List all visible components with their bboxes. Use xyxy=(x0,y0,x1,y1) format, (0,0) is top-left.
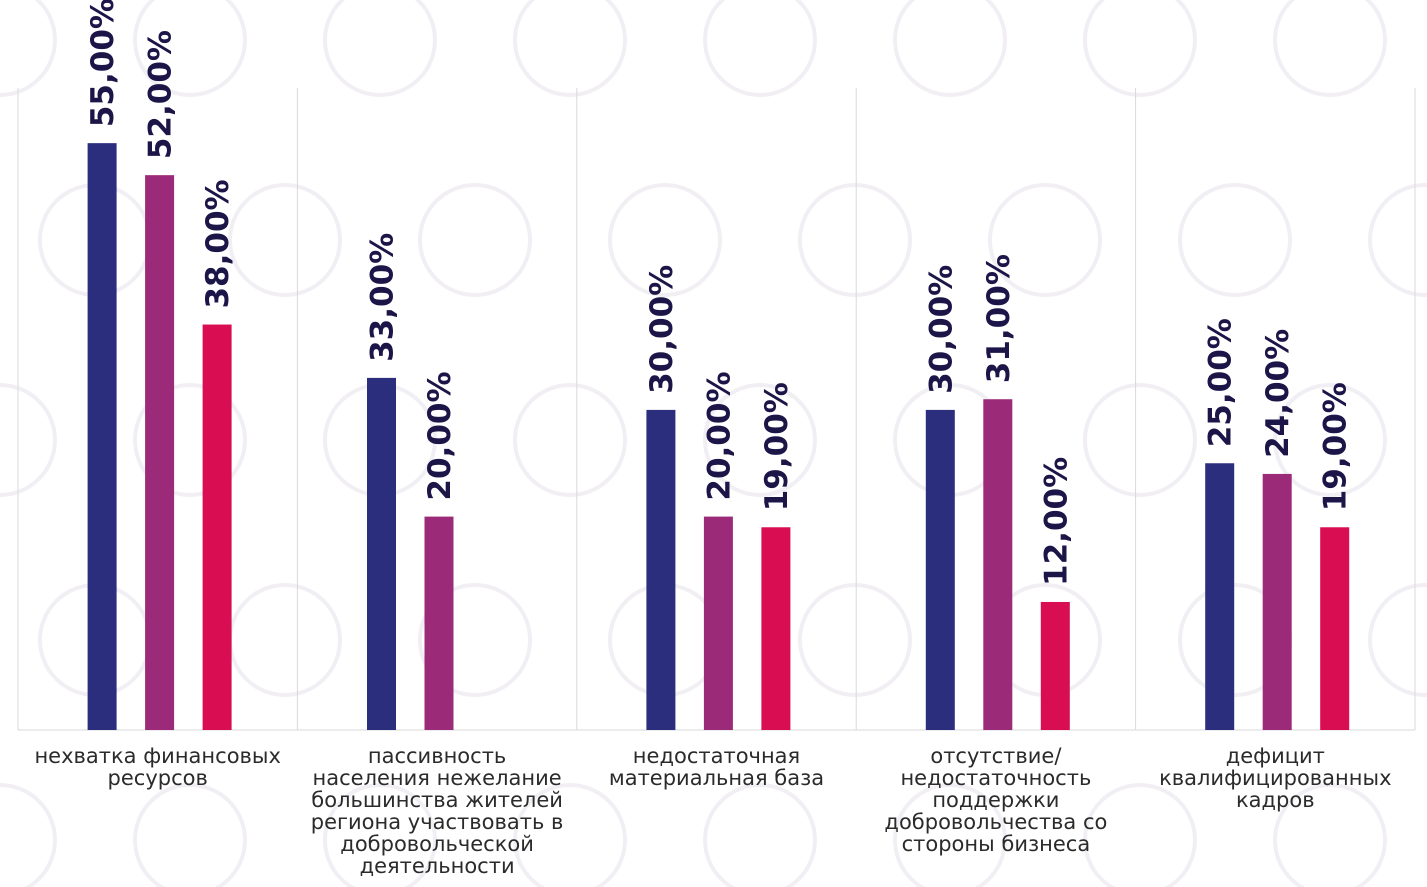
bar xyxy=(646,409,676,730)
category-label-line: ресурсов xyxy=(108,766,208,790)
watermark-ring xyxy=(893,0,1007,97)
bar xyxy=(1040,601,1070,730)
watermark-ring xyxy=(133,383,247,497)
category-label-line: нехватка финансовых xyxy=(34,744,281,768)
watermark-ring xyxy=(608,183,722,297)
bar xyxy=(145,175,175,730)
watermark-ring xyxy=(418,183,532,297)
data-label: 25,00% xyxy=(1203,318,1239,447)
category-label: недостаточная материальная база xyxy=(609,744,824,790)
watermark-ring xyxy=(323,0,437,97)
data-label: 12,00% xyxy=(1038,457,1074,586)
category-label-line: поддержки xyxy=(932,788,1059,812)
watermark-ring xyxy=(1083,383,1197,497)
watermark-ring xyxy=(703,783,817,887)
category-label-line: кадров xyxy=(1236,788,1315,812)
watermark-ring xyxy=(1273,783,1387,887)
bar xyxy=(1205,463,1235,730)
watermark-ring xyxy=(703,0,817,97)
watermark-ring xyxy=(1368,583,1427,697)
category-label-line: добровольческой xyxy=(340,832,534,856)
watermark-ring xyxy=(323,783,437,887)
category-labels: нехватка финансовых ресурсов пассивность на… xyxy=(34,744,1391,878)
value-labels: 55,00% 52,00% 38,00% 33,00% 20,00% 30,00% 20,0… xyxy=(85,0,1354,586)
data-label: 24,00% xyxy=(1260,329,1296,458)
watermark-ring xyxy=(1368,183,1427,297)
category-label-line: отсутствие/ xyxy=(930,744,1062,768)
category-label-line: региона участвовать в xyxy=(311,810,564,834)
category-label-line: большинства жителей xyxy=(311,788,563,812)
watermark-ring xyxy=(228,183,342,297)
bar xyxy=(87,143,117,730)
category-label-line: квалифицированных xyxy=(1159,766,1391,790)
bar xyxy=(983,399,1013,730)
bar xyxy=(202,324,232,730)
watermark-ring xyxy=(513,783,627,887)
watermark-ring xyxy=(513,0,627,97)
category-label-line: деятельности xyxy=(360,854,515,878)
category-label-line: добровольчества со xyxy=(884,810,1107,834)
watermark-ring xyxy=(228,583,342,697)
watermark-ring xyxy=(1273,383,1387,497)
watermark-ring xyxy=(1083,783,1197,887)
bar xyxy=(925,409,955,730)
watermark-ring xyxy=(1083,0,1197,97)
data-label: 30,00% xyxy=(923,265,959,394)
category-label: отсутствие/недостаточность поддержки добро… xyxy=(884,744,1107,856)
watermark-ring xyxy=(798,183,912,297)
watermark-ring xyxy=(418,583,532,697)
category-label-line: стороны бизнеса xyxy=(902,832,1091,856)
category-label-line: недостаточность xyxy=(900,766,1091,790)
bar xyxy=(761,527,791,730)
watermark-ring xyxy=(703,383,817,497)
category-label: пассивность населения нежелание большинств… xyxy=(311,744,564,878)
bar xyxy=(1262,473,1292,730)
watermark-ring xyxy=(133,783,247,887)
category-label-line: недостаточная xyxy=(633,744,800,768)
watermark-ring xyxy=(133,0,247,97)
watermark-ring xyxy=(0,783,57,887)
data-label: 20,00% xyxy=(422,371,458,500)
category-label-line: дефицит xyxy=(1226,744,1325,768)
watermark-ring xyxy=(893,783,1007,887)
data-label: 52,00% xyxy=(143,30,179,159)
chart-bars xyxy=(87,143,1350,730)
bar xyxy=(367,377,396,730)
watermark-ring xyxy=(0,0,57,97)
bar xyxy=(1320,527,1350,730)
watermark-ring xyxy=(513,383,627,497)
data-label: 19,00% xyxy=(759,382,795,511)
data-label: 31,00% xyxy=(981,254,1017,383)
data-label: 20,00% xyxy=(701,371,737,500)
data-label: 38,00% xyxy=(200,179,236,308)
watermark-ring xyxy=(988,183,1102,297)
bar xyxy=(424,516,454,730)
data-label: 55,00% xyxy=(85,0,121,127)
bar xyxy=(703,516,733,730)
data-label: 33,00% xyxy=(365,233,401,362)
watermark-ring xyxy=(798,583,912,697)
data-label: 30,00% xyxy=(644,265,680,394)
category-label-line: пассивность xyxy=(368,744,506,768)
category-label: нехватка финансовых ресурсов xyxy=(34,744,281,790)
watermark-ring xyxy=(1273,0,1387,97)
chart-grid xyxy=(17,88,1416,731)
category-label: дефицит квалифицированных кадров xyxy=(1159,744,1391,812)
category-label-line: материальная база xyxy=(609,766,824,790)
watermark-ring xyxy=(1178,183,1292,297)
data-label: 19,00% xyxy=(1318,382,1354,511)
watermark-ring xyxy=(0,383,57,497)
category-label-line: населения нежелание xyxy=(313,766,562,790)
